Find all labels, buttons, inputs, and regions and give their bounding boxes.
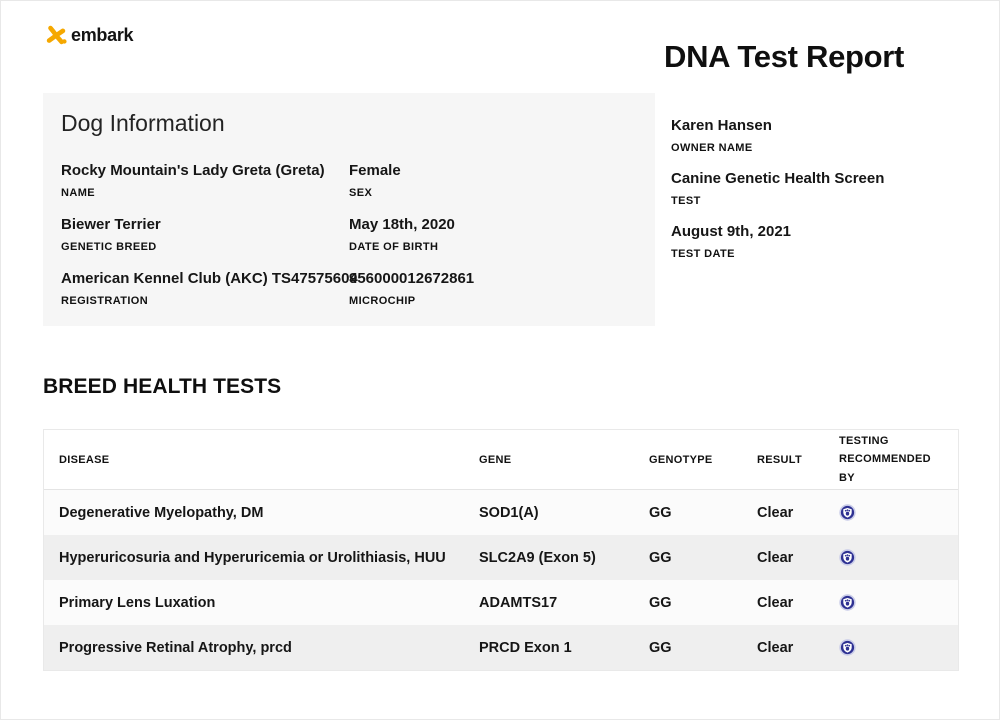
dog-microchip-label: MICROCHIP — [349, 295, 416, 307]
dog-registration-label: REGISTRATION — [61, 295, 149, 307]
embark-logo: embark — [45, 23, 134, 47]
health-tests-table-body: Degenerative Myelopathy, DM SOD1(A) GG C… — [44, 490, 958, 670]
field-test-date: August 9th, 2021 TEST DATE — [671, 223, 884, 260]
table-row: Primary Lens Luxation ADAMTS17 GG Clear — [44, 580, 958, 625]
test-value: Canine Genetic Health Screen — [671, 170, 885, 187]
cell-gene: ADAMTS17 — [479, 594, 558, 611]
cell-testing-recommended-by — [839, 594, 958, 611]
test-label: TEST — [671, 195, 701, 207]
owner-name-value: Karen Hansen — [671, 117, 772, 134]
dog-sex-value: Female — [349, 162, 401, 179]
column-header-result: RESULT — [757, 453, 802, 466]
health-tests-table: DISEASE GENE GENOTYPE RESULT TESTING REC… — [43, 429, 959, 671]
cell-result: Clear — [757, 504, 794, 521]
dog-dob-value: May 18th, 2020 — [349, 216, 455, 233]
field-name: Rocky Mountain's Lady Greta (Greta) NAME — [61, 162, 349, 199]
dog-breed-value: Biewer Terrier — [61, 216, 161, 233]
field-owner-name: Karen Hansen OWNER NAME — [671, 117, 884, 154]
report-meta-panel: Karen Hansen OWNER NAME Canine Genetic H… — [671, 117, 884, 260]
cell-disease: Progressive Retinal Atrophy, prcd — [59, 639, 292, 656]
table-row: Hyperuricosuria and Hyperuricemia or Uro… — [44, 535, 958, 580]
cell-disease: Hyperuricosuria and Hyperuricemia or Uro… — [59, 549, 446, 566]
cell-gene: SLC2A9 (Exon 5) — [479, 549, 596, 566]
ofa-shield-paw-badge-icon — [839, 639, 856, 656]
embark-wordmark: embark — [71, 24, 134, 45]
dog-name-value: Rocky Mountain's Lady Greta (Greta) — [61, 162, 325, 179]
column-header-gene: GENE — [479, 453, 512, 466]
test-date-value: August 9th, 2021 — [671, 223, 792, 240]
cell-result: Clear — [757, 549, 794, 566]
dog-sex-label: SEX — [349, 187, 373, 199]
column-header-testing-recommended-by: TESTING RECOMMENDED BY — [839, 435, 931, 484]
cell-genotype: GG — [649, 504, 672, 521]
field-test: Canine Genetic Health Screen TEST — [671, 170, 884, 207]
ofa-shield-paw-badge-icon — [839, 594, 856, 611]
table-row: Progressive Retinal Atrophy, prcd PRCD E… — [44, 625, 958, 670]
cell-testing-recommended-by — [839, 639, 958, 656]
field-date-of-birth: May 18th, 2020 DATE OF BIRTH — [349, 216, 637, 253]
cell-gene: SOD1(A) — [479, 504, 539, 521]
column-header-genotype: GENOTYPE — [649, 453, 713, 466]
column-header-disease: DISEASE — [59, 453, 110, 466]
table-row: Degenerative Myelopathy, DM SOD1(A) GG C… — [44, 490, 958, 535]
cell-genotype: GG — [649, 594, 672, 611]
cell-result: Clear — [757, 594, 794, 611]
dog-microchip-value: 956000012672861 — [349, 270, 475, 287]
cell-disease: Degenerative Myelopathy, DM — [59, 504, 264, 521]
field-genetic-breed: Biewer Terrier GENETIC BREED — [61, 216, 349, 253]
dog-name-label: NAME — [61, 187, 95, 199]
dog-registration-value: American Kennel Club (AKC) TS47575604 — [61, 270, 358, 287]
cell-disease: Primary Lens Luxation — [59, 594, 216, 611]
test-date-label: TEST DATE — [671, 248, 735, 260]
owner-name-label: OWNER NAME — [671, 142, 753, 154]
page-title: DNA Test Report — [664, 39, 905, 74]
cell-testing-recommended-by — [839, 549, 958, 566]
cell-genotype: GG — [649, 549, 672, 566]
field-sex: Female SEX — [349, 162, 637, 199]
ofa-shield-paw-badge-icon — [839, 504, 856, 521]
cell-gene: PRCD Exon 1 — [479, 639, 572, 656]
embark-dog-icon — [46, 25, 67, 45]
health-tests-table-header: DISEASE GENE GENOTYPE RESULT TESTING REC… — [44, 430, 958, 490]
dog-breed-label: GENETIC BREED — [61, 241, 157, 253]
dog-dob-label: DATE OF BIRTH — [349, 241, 439, 253]
cell-result: Clear — [757, 639, 794, 656]
field-registration: American Kennel Club (AKC) TS47575604 RE… — [61, 270, 358, 307]
dog-information-fields: Rocky Mountain's Lady Greta (Greta) NAME… — [61, 162, 637, 307]
dog-information-panel: Dog Information Rocky Mountain's Lady Gr… — [43, 93, 655, 326]
cell-genotype: GG — [649, 639, 672, 656]
dog-information-heading: Dog Information — [61, 110, 225, 136]
ofa-shield-paw-badge-icon — [839, 549, 856, 566]
breed-health-tests-heading: BREED HEALTH TESTS — [43, 375, 282, 398]
field-microchip: 956000012672861 MICROCHIP — [349, 270, 637, 307]
cell-testing-recommended-by — [839, 504, 958, 521]
